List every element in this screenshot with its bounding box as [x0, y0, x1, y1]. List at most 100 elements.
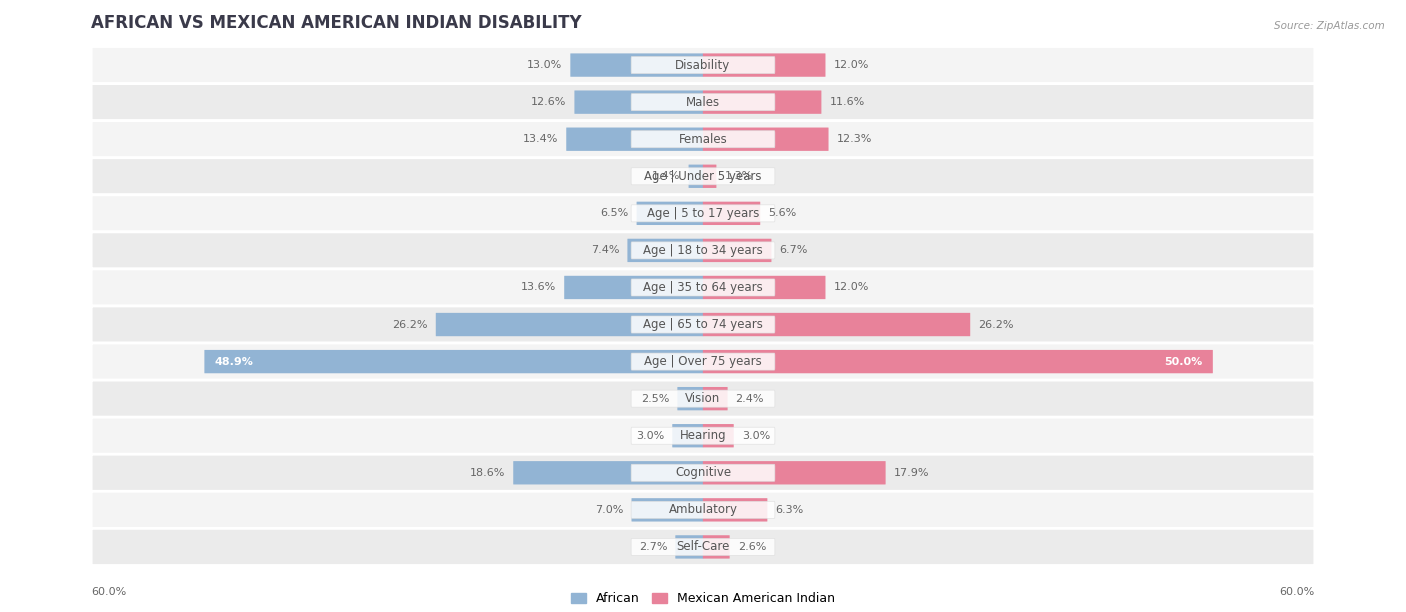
Text: 60.0%: 60.0% [91, 587, 127, 597]
Text: 12.0%: 12.0% [834, 283, 869, 293]
Text: Hearing: Hearing [679, 429, 727, 442]
Text: Males: Males [686, 95, 720, 109]
FancyBboxPatch shape [631, 465, 775, 481]
Text: 3.0%: 3.0% [636, 431, 664, 441]
FancyBboxPatch shape [703, 424, 734, 447]
Text: 12.0%: 12.0% [834, 60, 869, 70]
FancyBboxPatch shape [631, 205, 775, 222]
FancyBboxPatch shape [91, 121, 1315, 158]
Text: 6.3%: 6.3% [775, 505, 804, 515]
Text: Source: ZipAtlas.com: Source: ZipAtlas.com [1274, 21, 1385, 31]
FancyBboxPatch shape [91, 306, 1315, 343]
Text: 60.0%: 60.0% [1279, 587, 1315, 597]
FancyBboxPatch shape [627, 239, 703, 262]
Text: 7.0%: 7.0% [595, 505, 623, 515]
FancyBboxPatch shape [631, 94, 775, 111]
Text: 13.6%: 13.6% [522, 283, 557, 293]
FancyBboxPatch shape [631, 498, 703, 521]
Text: 2.6%: 2.6% [738, 542, 766, 552]
FancyBboxPatch shape [91, 454, 1315, 491]
FancyBboxPatch shape [703, 276, 825, 299]
FancyBboxPatch shape [703, 53, 825, 76]
FancyBboxPatch shape [703, 350, 1213, 373]
Text: Vision: Vision [685, 392, 721, 405]
FancyBboxPatch shape [637, 202, 703, 225]
FancyBboxPatch shape [564, 276, 703, 299]
Legend: African, Mexican American Indian: African, Mexican American Indian [565, 588, 841, 610]
FancyBboxPatch shape [672, 424, 703, 447]
FancyBboxPatch shape [631, 131, 775, 147]
FancyBboxPatch shape [703, 239, 772, 262]
Text: Age | Under 5 years: Age | Under 5 years [644, 170, 762, 183]
Text: Age | 65 to 74 years: Age | 65 to 74 years [643, 318, 763, 331]
Text: 2.5%: 2.5% [641, 394, 669, 404]
Text: Cognitive: Cognitive [675, 466, 731, 479]
Text: 6.7%: 6.7% [779, 245, 808, 255]
FancyBboxPatch shape [631, 427, 775, 444]
Text: Females: Females [679, 133, 727, 146]
FancyBboxPatch shape [703, 202, 761, 225]
Text: 48.9%: 48.9% [215, 357, 253, 367]
FancyBboxPatch shape [631, 168, 775, 185]
FancyBboxPatch shape [631, 56, 775, 73]
FancyBboxPatch shape [703, 313, 970, 336]
Text: 11.6%: 11.6% [830, 97, 865, 107]
FancyBboxPatch shape [91, 195, 1315, 232]
FancyBboxPatch shape [703, 91, 821, 114]
FancyBboxPatch shape [703, 387, 728, 410]
FancyBboxPatch shape [703, 165, 717, 188]
FancyBboxPatch shape [631, 390, 775, 407]
Text: 18.6%: 18.6% [470, 468, 505, 478]
FancyBboxPatch shape [571, 53, 703, 76]
FancyBboxPatch shape [91, 269, 1315, 306]
Text: 7.4%: 7.4% [591, 245, 620, 255]
Text: Ambulatory: Ambulatory [668, 503, 738, 517]
FancyBboxPatch shape [91, 47, 1315, 84]
Text: 13.0%: 13.0% [527, 60, 562, 70]
FancyBboxPatch shape [631, 242, 775, 259]
FancyBboxPatch shape [631, 279, 775, 296]
FancyBboxPatch shape [631, 316, 775, 333]
FancyBboxPatch shape [631, 501, 775, 518]
Text: Age | 18 to 34 years: Age | 18 to 34 years [643, 244, 763, 257]
FancyBboxPatch shape [703, 461, 886, 485]
Text: 3.0%: 3.0% [742, 431, 770, 441]
FancyBboxPatch shape [703, 498, 768, 521]
FancyBboxPatch shape [513, 461, 703, 485]
Text: Disability: Disability [675, 59, 731, 72]
FancyBboxPatch shape [567, 127, 703, 151]
Text: 12.6%: 12.6% [531, 97, 567, 107]
FancyBboxPatch shape [91, 491, 1315, 528]
FancyBboxPatch shape [91, 417, 1315, 454]
FancyBboxPatch shape [678, 387, 703, 410]
Text: 1.3%: 1.3% [724, 171, 752, 181]
Text: Age | Over 75 years: Age | Over 75 years [644, 355, 762, 368]
FancyBboxPatch shape [91, 343, 1315, 380]
Text: 2.7%: 2.7% [638, 542, 668, 552]
Text: 26.2%: 26.2% [392, 319, 427, 329]
FancyBboxPatch shape [91, 380, 1315, 417]
FancyBboxPatch shape [91, 158, 1315, 195]
Text: AFRICAN VS MEXICAN AMERICAN INDIAN DISABILITY: AFRICAN VS MEXICAN AMERICAN INDIAN DISAB… [91, 13, 582, 32]
FancyBboxPatch shape [689, 165, 703, 188]
Text: 26.2%: 26.2% [979, 319, 1014, 329]
Text: 50.0%: 50.0% [1164, 357, 1202, 367]
FancyBboxPatch shape [204, 350, 703, 373]
FancyBboxPatch shape [575, 91, 703, 114]
Text: 17.9%: 17.9% [894, 468, 929, 478]
Text: Self-Care: Self-Care [676, 540, 730, 553]
FancyBboxPatch shape [91, 528, 1315, 565]
FancyBboxPatch shape [91, 84, 1315, 121]
FancyBboxPatch shape [703, 536, 730, 559]
Text: Age | 35 to 64 years: Age | 35 to 64 years [643, 281, 763, 294]
Text: Age | 5 to 17 years: Age | 5 to 17 years [647, 207, 759, 220]
Text: 6.5%: 6.5% [600, 208, 628, 218]
Text: 5.6%: 5.6% [768, 208, 796, 218]
FancyBboxPatch shape [703, 127, 828, 151]
FancyBboxPatch shape [675, 536, 703, 559]
FancyBboxPatch shape [436, 313, 703, 336]
FancyBboxPatch shape [631, 539, 775, 556]
FancyBboxPatch shape [91, 232, 1315, 269]
Text: 2.4%: 2.4% [735, 394, 763, 404]
FancyBboxPatch shape [631, 353, 775, 370]
